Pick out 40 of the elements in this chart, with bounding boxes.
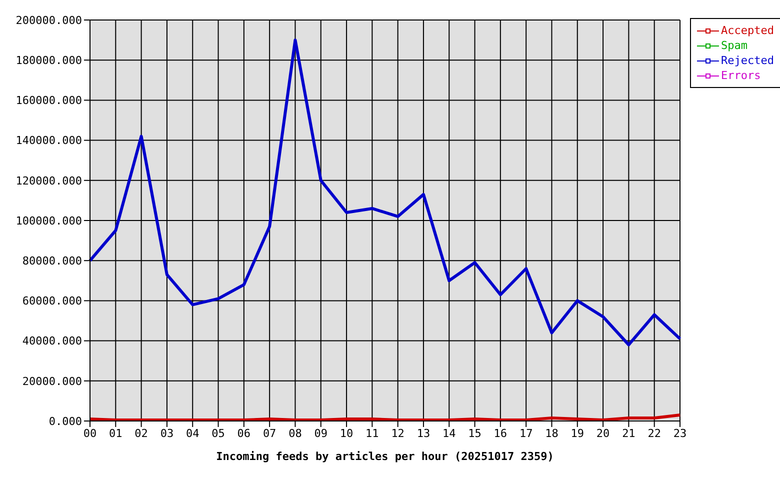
y-tick-label: 0.000 [48,414,82,428]
x-tick-label: 17 [519,426,533,440]
x-tick-label: 08 [288,426,302,440]
x-tick-label: 11 [366,426,379,440]
x-tick-label: 05 [212,426,225,440]
x-tick-label: 21 [622,426,636,440]
x-tick-label: 14 [442,426,456,440]
x-tick-label: 18 [545,426,558,440]
y-tick-label: 100000.000 [16,214,82,228]
x-tick-label: 12 [391,426,404,440]
x-tick-label: 20 [596,426,610,440]
x-tick-label: 19 [570,426,584,440]
x-axis-title: Incoming feeds by articles per hour (20251017 2359) [216,450,554,463]
x-tick-label: 07 [262,426,276,440]
x-tick-label: 00 [83,426,97,440]
x-tick-label: 10 [340,426,354,440]
x-tick-label: 23 [673,426,687,440]
x-tick-label: 15 [468,426,482,440]
y-tick-label: 160000.000 [16,94,82,108]
x-tick-label: 22 [648,426,661,440]
legend-label: Accepted [721,23,774,38]
x-tick-label: 03 [160,426,174,440]
x-tick-label: 06 [237,426,251,440]
y-tick-label: 200000.000 [16,14,82,27]
y-tick-label: 80000.000 [22,254,82,268]
y-tick-label: 120000.000 [16,174,82,188]
y-tick-label: 40000.000 [22,334,82,348]
y-tick-label: 60000.000 [22,294,82,308]
x-tick-label: 04 [186,426,200,440]
x-tick-label: 09 [314,426,328,440]
x-tick-label: 16 [494,426,508,440]
x-tick-label: 01 [109,426,122,440]
x-tick-label: 13 [416,426,430,440]
y-tick-label: 140000.000 [16,134,82,148]
y-tick-label: 180000.000 [16,54,82,68]
legend-label: Rejected [721,53,774,68]
legend-label: Spam [721,38,748,53]
legend-label: Errors [721,68,761,83]
y-tick-label: 20000.000 [22,374,82,388]
x-tick-label: 02 [134,426,148,440]
